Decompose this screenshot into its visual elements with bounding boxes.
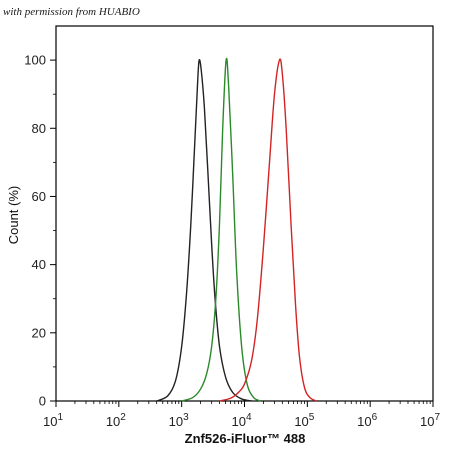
x-tick-label: 106 (357, 412, 377, 429)
y-tick-label: 80 (32, 121, 46, 136)
histogram-series-3 (219, 58, 317, 402)
y-tick-label: 100 (24, 53, 46, 68)
x-tick-label: 103 (169, 412, 189, 429)
plot-area-frame (55, 25, 434, 402)
histogram-series-2 (181, 57, 261, 402)
watermark-text: with permission from HUABIO (3, 6, 140, 18)
x-tick-label: 101 (43, 412, 63, 429)
y-tick-label: 20 (32, 325, 46, 340)
y-tick-label: 0 (39, 394, 46, 409)
x-tick-label: 104 (231, 412, 251, 429)
y-axis-title: Count (%) (6, 186, 21, 245)
x-tick-label: 107 (420, 412, 440, 429)
x-tick-label: 102 (106, 412, 126, 429)
x-tick-label: 105 (294, 412, 314, 429)
histogram-series-1 (156, 59, 252, 402)
y-tick-label: 40 (32, 257, 46, 272)
x-axis-title: Znf526-iFluor™ 488 (185, 431, 306, 446)
y-tick-label: 60 (32, 189, 46, 204)
